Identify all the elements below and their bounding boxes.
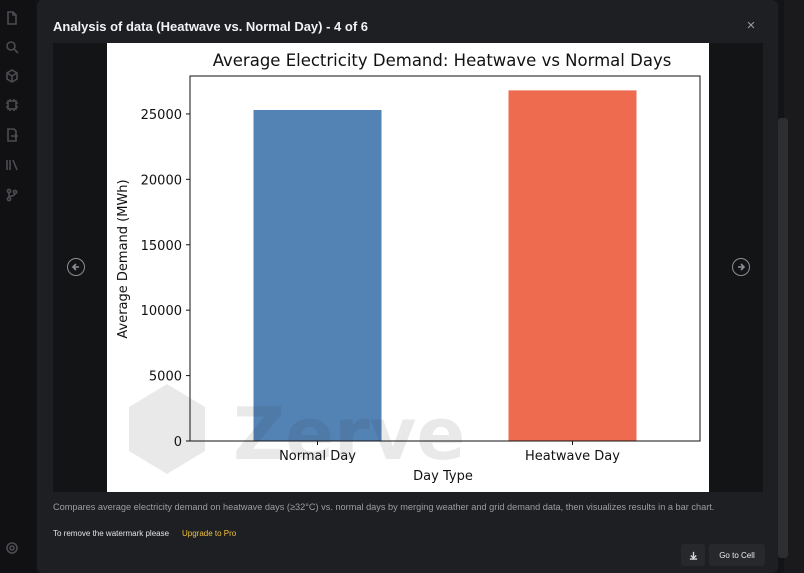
arrow-left-circle-icon [71, 263, 79, 271]
chart-caption: Compares average electricity demand on h… [53, 502, 715, 512]
bar-heatwave-day [508, 90, 637, 441]
background-scrollbar[interactable] [778, 118, 788, 558]
chart-title: Average Electricity Demand: Heatwave vs … [213, 51, 672, 70]
y-tick-label: 5000 [149, 370, 182, 385]
chip-icon[interactable] [5, 98, 19, 112]
y-tick-label: 15000 [141, 239, 182, 254]
settings-icon[interactable] [5, 541, 19, 555]
watermark-note: To remove the watermark please [53, 529, 170, 538]
x-axis-label: Day Type [413, 469, 473, 484]
y-tick-label: 10000 [141, 304, 182, 319]
chart-image: Average Electricity Demand: Heatwave vs … [107, 43, 709, 492]
watermark-text: Zerve [233, 392, 465, 476]
y-tick-label: 20000 [141, 173, 182, 188]
go-to-cell-button[interactable]: Go to Cell [709, 544, 765, 566]
y-tick-label: 25000 [141, 108, 182, 123]
next-button[interactable] [732, 258, 750, 276]
modal-title: Analysis of data (Heatwave vs. Normal Da… [53, 19, 368, 34]
x-tick-label: Normal Day [279, 449, 356, 464]
cube-icon[interactable] [5, 69, 19, 83]
bar-normal-day [253, 110, 382, 441]
plot-frame [189, 75, 701, 442]
file-icon[interactable] [5, 11, 19, 25]
y-tick-label: 0 [174, 435, 182, 450]
background-panel [784, 0, 804, 573]
arrow-right-circle-icon [738, 263, 746, 271]
y-axis-label: Average Demand (MWh) [116, 179, 131, 338]
branch-icon[interactable] [5, 188, 19, 202]
upgrade-link[interactable]: Upgrade to Pro [182, 529, 237, 538]
watermark-logo: Zerve [129, 384, 465, 476]
library-icon[interactable] [5, 158, 19, 172]
bar-chart: Average Electricity Demand: Heatwave vs … [116, 51, 701, 484]
app-sidebar [0, 0, 36, 573]
download-icon [689, 551, 697, 560]
chart-viewer-modal: Analysis of data (Heatwave vs. Normal Da… [37, 0, 778, 573]
close-button[interactable]: × [746, 17, 756, 34]
x-tick-label: Heatwave Day [525, 449, 620, 464]
search-icon[interactable] [5, 40, 19, 54]
previous-button[interactable] [67, 258, 85, 276]
download-button[interactable] [681, 544, 705, 566]
page-export-icon[interactable] [5, 128, 19, 142]
